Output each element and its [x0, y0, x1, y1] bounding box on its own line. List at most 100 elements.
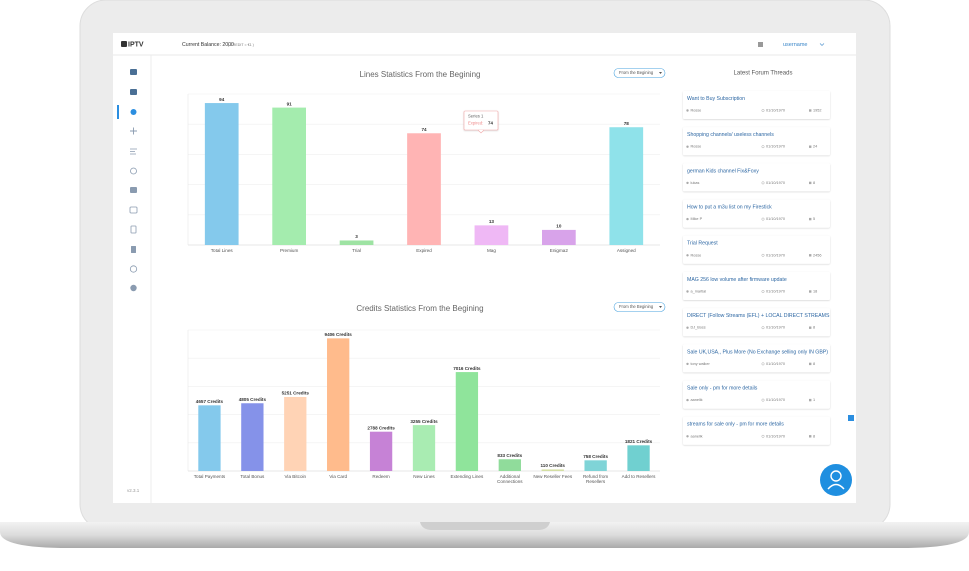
balance: Current Balance: 2000: [182, 42, 234, 48]
thread-replies: 18: [813, 290, 817, 294]
data-label: 13: [489, 219, 495, 224]
thread-date: 01/10/1970: [766, 434, 785, 438]
thread-date: 01/10/1970: [766, 398, 785, 402]
x-tick-label-box: Trial: [352, 248, 361, 253]
x-tick-label-box: Refund from Resellers: [583, 474, 608, 484]
bar: [609, 127, 644, 245]
bar: [198, 405, 221, 471]
nav-icon[interactable]: [130, 284, 137, 292]
thread-card[interactable]: [683, 272, 830, 300]
thread-card[interactable]: [683, 235, 830, 264]
x-tick-label-box: Enigma2: [549, 248, 568, 253]
user-icon: [686, 398, 689, 402]
bar: [542, 229, 576, 245]
support-icon: [827, 483, 845, 490]
thread-card[interactable]: [683, 163, 830, 192]
nav-icon[interactable]: [130, 148, 137, 155]
x-tick-label: Enigma2: [549, 248, 568, 253]
logo-icon: [121, 41, 127, 47]
data-label: 91: [287, 101, 293, 106]
thread-date: 01/10/1970: [766, 326, 785, 330]
data-label: 833 Credits: [497, 453, 522, 458]
x-tick-label: Redeem: [372, 474, 390, 479]
thread-card[interactable]: [683, 199, 830, 228]
date-icon: [761, 362, 765, 366]
x-tick-label-box: Assigned: [617, 248, 636, 253]
tooltip-title: Series 1: [468, 114, 484, 119]
nav-icon[interactable]: [130, 187, 137, 193]
thread-card[interactable]: [683, 308, 830, 337]
date-icon: [761, 290, 765, 293]
thread-replies: 5: [813, 217, 815, 221]
x-tick-label: Add to Resellers: [621, 474, 656, 479]
thread-date: 01/10/1970: [766, 290, 785, 294]
x-tick-label: Via Card: [329, 474, 348, 479]
data-label: 94: [219, 97, 225, 102]
x-tick-label: New Reseller Fees: [533, 474, 573, 479]
thread-replies: 1952: [813, 109, 821, 113]
nav-icon[interactable]: [129, 265, 138, 273]
thread-replies: 8: [813, 434, 815, 438]
x-tick-label-box: Via Bitcoin: [284, 474, 306, 479]
data-label: 758 Credits: [583, 454, 608, 459]
scroll-top-button[interactable]: [848, 415, 854, 421]
thread-title: How to put a m3u list on my Firestick: [687, 204, 772, 210]
x-tick-label-box: Total Bonus: [240, 474, 264, 479]
bar: [241, 403, 264, 471]
data-label: 7016 Credits: [453, 366, 481, 371]
user-icon: [686, 326, 689, 329]
date-icon: [761, 217, 765, 221]
chart-title: Lines Statistics From the Begining: [360, 70, 481, 79]
x-tick-label-box: Add to Resellers: [621, 474, 656, 479]
thread-replies: 8: [813, 181, 815, 185]
x-tick-label-box: Redeem: [372, 474, 390, 479]
thread-replies: 8: [813, 362, 815, 366]
data-label: 4657 Credits: [196, 399, 224, 404]
date-icon: [761, 181, 765, 185]
thread-card[interactable]: [683, 127, 830, 156]
filter-dropdown[interactable]: [613, 68, 666, 78]
nav-icon[interactable]: [131, 246, 136, 253]
nav-icon[interactable]: [130, 109, 137, 115]
x-tick-label-box: New Lines: [413, 474, 434, 479]
bar: [369, 431, 393, 471]
bar: [584, 460, 607, 471]
data-label: 5251 Credits: [282, 391, 310, 396]
nav-icon[interactable]: [130, 127, 137, 135]
nav-icon[interactable]: [129, 206, 138, 214]
x-tick-label: Extending Lines: [450, 474, 484, 479]
nav-icon[interactable]: [130, 225, 137, 234]
x-tick-label-box: Extending Lines: [450, 474, 484, 479]
data-label: 3: [355, 234, 358, 239]
nav-icon[interactable]: [130, 167, 137, 175]
x-tick-label: Total Lines: [210, 248, 233, 253]
x-tick-label: Total Payments: [193, 474, 226, 479]
replies-icon: [809, 435, 812, 438]
user-icon: [686, 254, 689, 257]
thread-date: 01/10/1970: [766, 362, 785, 366]
forum-title: Latest Forum Threads: [734, 71, 793, 77]
thread-card[interactable]: [683, 91, 830, 119]
replies-icon: [809, 362, 812, 366]
x-tick-label: Expired: [416, 248, 432, 253]
support-button[interactable]: [820, 464, 852, 496]
thread-user: DJ_Boss: [691, 326, 706, 330]
thread-date: 01/10/1970: [766, 253, 785, 257]
thread-title: DIRECT (Follow Streams (EFL) + LOCAL DIR…: [687, 313, 830, 319]
thread-card[interactable]: [683, 344, 830, 373]
replies-icon: [809, 109, 812, 112]
dropdown-caret: [659, 72, 662, 74]
user-caret[interactable]: [819, 43, 825, 46]
bar: [627, 445, 650, 471]
bar: [272, 107, 306, 245]
thread-card[interactable]: [683, 380, 830, 409]
thread-title: Trial Request: [687, 241, 718, 247]
thread-card[interactable]: [683, 416, 830, 445]
nav-icon[interactable]: [130, 69, 137, 75]
data-label: 110 Credits: [540, 463, 565, 468]
filter-dropdown[interactable]: [613, 302, 666, 312]
nav-icon[interactable]: [130, 89, 137, 95]
x-tick-label-box: Via Card: [329, 474, 348, 479]
data-label: 1821 Credits: [625, 439, 653, 444]
username[interactable]: username: [783, 42, 807, 48]
